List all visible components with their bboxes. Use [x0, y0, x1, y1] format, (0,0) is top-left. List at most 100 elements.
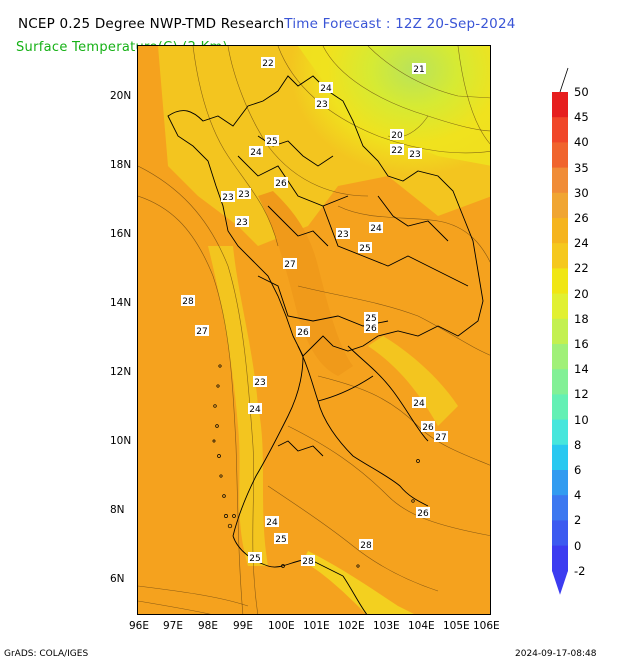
footer-right: 2024-09-17-08:48: [515, 649, 597, 659]
legend-level-label: 4: [574, 488, 582, 503]
contour-label: 23: [235, 216, 249, 228]
contour-label: 27: [283, 258, 297, 270]
coastlines-borders: [167, 75, 484, 614]
legend-level-label: 10: [574, 412, 589, 427]
legend-swatch: [552, 218, 568, 244]
map-frame: 22 24 23 21 23 25 24 20 22 23 26 23 23 24 23 25 27 28 27 26…: [137, 45, 491, 615]
svg-text:24: 24: [249, 405, 261, 415]
contour-label: 20: [390, 129, 404, 141]
x-tick-label: 103E: [373, 620, 400, 632]
contour-label: 24: [249, 146, 263, 158]
legend-swatch: [552, 293, 568, 320]
legend-level-label: 12: [574, 387, 589, 402]
legend-level-label: 16: [574, 337, 589, 351]
contour-label: 27: [195, 325, 209, 337]
svg-text:24: 24: [320, 84, 332, 94]
contour-label: 25: [265, 135, 279, 147]
contour-label: 28: [181, 295, 195, 307]
contour-label: 23: [315, 98, 329, 110]
x-tick-label: 99E: [233, 620, 253, 632]
legend-level-label: 40: [574, 135, 589, 150]
cool-strip-west: [208, 246, 268, 566]
contour-label: 28: [301, 555, 315, 567]
legend-swatch: [552, 117, 568, 143]
warm-central-plain: [258, 191, 353, 376]
legend-arrow-bottom: [552, 570, 568, 595]
contour-label: 25: [248, 552, 262, 564]
svg-text:23: 23: [238, 190, 249, 200]
contour-label: 21: [412, 63, 426, 75]
svg-text:23: 23: [316, 100, 327, 110]
contour-label: 23: [221, 191, 235, 203]
legend-level-label: 30: [574, 185, 589, 200]
x-tick-label: 96E: [129, 620, 149, 632]
svg-text:25: 25: [249, 554, 260, 564]
svg-text:25: 25: [266, 137, 277, 147]
contour-label: 24: [319, 82, 333, 94]
contour-label: 26: [421, 421, 435, 433]
legend-level-label: 45: [574, 110, 589, 125]
contour-label: 27: [434, 431, 448, 443]
legend-swatch: [552, 369, 568, 395]
contour-label: 24: [412, 397, 426, 409]
legend-swatch: [552, 419, 568, 446]
legend-swatch: [552, 444, 568, 471]
svg-text:24: 24: [266, 518, 278, 528]
title-right: Time Forecast : 12Z 20-Sep-2024: [284, 16, 516, 32]
svg-text:22: 22: [262, 59, 273, 69]
legend-swatch: [552, 268, 568, 295]
contour-label: 24: [369, 222, 383, 234]
legend-swatch: [552, 520, 568, 547]
svg-text:27: 27: [435, 433, 446, 443]
y-tick-label: 20N: [110, 90, 132, 102]
contour-label: 23: [336, 228, 350, 240]
contour-label: 25: [274, 533, 288, 545]
legend-level-label: 8: [574, 437, 582, 452]
contour-label: 25: [364, 312, 378, 324]
y-tick-label: 10N: [110, 435, 132, 447]
legend-level-label: 2: [574, 513, 582, 528]
svg-text:26: 26: [417, 509, 429, 519]
title-left: NCEP 0.25 Degree NWP-TMD Research: [18, 16, 285, 32]
svg-text:23: 23: [254, 378, 265, 388]
legend-swatch: [552, 495, 568, 521]
svg-text:23: 23: [337, 230, 348, 240]
legend-level-label: 0: [574, 538, 582, 553]
svg-text:23: 23: [222, 193, 233, 203]
contour-label: 26: [296, 326, 310, 338]
color-legend: 50 45 40 35 30 26 24 22 20 18 16 14 12 10 8 6 4 2 0 -2: [552, 60, 622, 600]
legend-swatch: [552, 92, 568, 118]
svg-text:26: 26: [297, 328, 309, 338]
legend-swatch: [552, 142, 568, 169]
legend-swatch: [552, 167, 568, 194]
x-tick-label: 97E: [163, 620, 183, 632]
svg-text:26: 26: [365, 324, 377, 334]
svg-text:28: 28: [302, 557, 314, 567]
cool-strip-south: [303, 551, 414, 614]
contour-label: 24: [265, 516, 279, 528]
contour-label: 26: [416, 507, 430, 519]
contour-label: 22: [390, 144, 404, 156]
y-tick-label: 16N: [110, 228, 132, 240]
contour-lines: [138, 46, 490, 614]
svg-text:20: 20: [391, 131, 403, 141]
svg-text:27: 27: [284, 260, 295, 270]
legend-level-label: 6: [574, 463, 582, 477]
contour-label: 23: [253, 376, 267, 388]
legend-level-label: 35: [574, 160, 589, 175]
contour-label: 24: [248, 403, 262, 415]
legend-swatch: [552, 394, 568, 421]
svg-text:26: 26: [275, 179, 287, 189]
contour-label: 23: [408, 148, 422, 160]
contour-label: 26: [274, 177, 288, 189]
legend-swatch: [552, 243, 568, 269]
legend-level-label: 22: [574, 261, 589, 276]
svg-text:26: 26: [422, 423, 434, 433]
legend-level-label: 14: [574, 362, 589, 377]
contour-label: 25: [358, 242, 372, 254]
svg-text:25: 25: [359, 244, 370, 254]
svg-text:21: 21: [413, 65, 424, 75]
legend-level-label: 50: [574, 85, 589, 99]
svg-text:28: 28: [182, 297, 194, 307]
